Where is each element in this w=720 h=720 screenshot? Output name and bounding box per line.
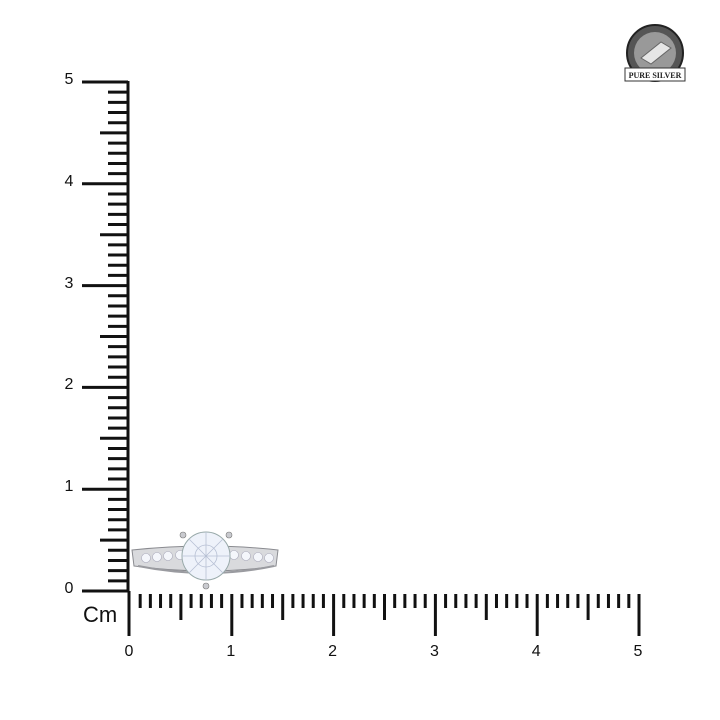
horizontal-label: 2 xyxy=(328,643,338,660)
pure-silver-badge: PURE SILVER xyxy=(624,24,686,82)
vertical-label: 3 xyxy=(64,274,74,292)
horizontal-label: 5 xyxy=(633,643,643,660)
vertical-label: 5 xyxy=(64,71,74,88)
badge-text: PURE SILVER xyxy=(629,71,682,80)
vertical-label: 2 xyxy=(64,376,74,394)
vertical-label: 4 xyxy=(64,172,74,190)
vertical-label: 1 xyxy=(64,478,74,496)
unit-label: Cm xyxy=(83,602,118,627)
vertical-label: 0 xyxy=(64,580,74,597)
horizontal-label: 0 xyxy=(124,643,134,660)
horizontal-label: 1 xyxy=(226,643,236,660)
horizontal-label: 3 xyxy=(429,643,439,660)
horizontal-label: 4 xyxy=(531,643,541,660)
ring-image xyxy=(131,531,279,590)
